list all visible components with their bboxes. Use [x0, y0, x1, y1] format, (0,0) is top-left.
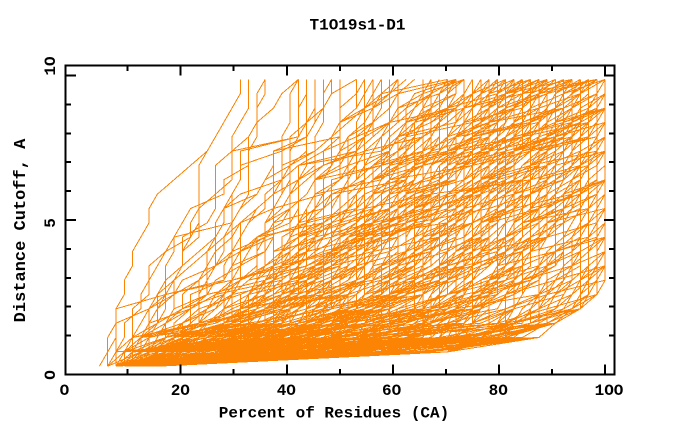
- svg-text:6O: 6O: [382, 382, 402, 400]
- svg-text:Percent of Residues (CA): Percent of Residues (CA): [219, 405, 449, 423]
- svg-text:1OO: 1OO: [595, 382, 624, 400]
- svg-text:4O: 4O: [277, 382, 297, 400]
- svg-text:O: O: [60, 382, 70, 400]
- svg-text:5: 5: [42, 218, 60, 228]
- svg-text:8O: 8O: [489, 382, 509, 400]
- svg-text:O: O: [42, 370, 60, 380]
- svg-text:T1O19s1-D1: T1O19s1-D1: [309, 17, 405, 35]
- svg-text:1O: 1O: [42, 56, 60, 76]
- svg-text:2O: 2O: [171, 382, 191, 400]
- svg-text:Distance Cutoff, A: Distance Cutoff, A: [12, 138, 31, 322]
